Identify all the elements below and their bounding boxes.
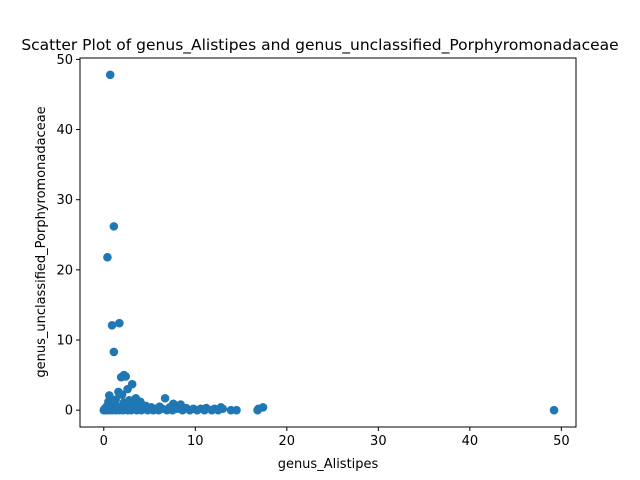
x-tick-label: 20 — [279, 434, 296, 449]
data-point — [115, 318, 124, 328]
data-point — [107, 320, 117, 330]
data-point — [105, 70, 115, 80]
data-point — [109, 222, 119, 231]
data-point — [200, 405, 209, 415]
x-tick-label: 10 — [187, 434, 204, 449]
data-point — [104, 391, 114, 400]
data-point — [123, 384, 132, 394]
data-point — [154, 405, 163, 415]
x-tick-label: 30 — [370, 434, 387, 449]
data-point — [137, 405, 146, 415]
y-axis-label: genus_unclassified_Porphyromonadaceae — [34, 106, 49, 377]
y-tick-label: 20 — [56, 263, 73, 278]
plot-frame — [79, 57, 577, 428]
x-tick-label: 50 — [553, 434, 570, 449]
plot-background — [80, 58, 576, 427]
y-tick-label: 0 — [65, 404, 73, 419]
data-point — [103, 252, 112, 262]
data-point — [168, 405, 177, 415]
data-points — [99, 70, 559, 415]
data-point — [192, 405, 202, 415]
y-tick-label: 30 — [56, 193, 73, 208]
data-point — [109, 347, 119, 357]
x-tick-label: 0 — [100, 434, 108, 449]
data-point — [549, 405, 559, 415]
data-point — [117, 390, 127, 400]
data-point — [116, 372, 126, 382]
x-tick-label: 40 — [462, 434, 479, 449]
y-tick-label: 50 — [56, 53, 73, 68]
data-point — [213, 405, 223, 415]
data-point — [185, 405, 195, 415]
data-point — [207, 405, 217, 415]
data-point — [232, 405, 241, 415]
data-point — [253, 405, 262, 415]
x-axis-ticks: 0 10 20 30 40 50 — [100, 427, 570, 449]
chart-title: Scatter Plot of genus_Alistipes and genu… — [21, 36, 618, 55]
data-point — [160, 393, 170, 403]
data-point — [178, 405, 187, 415]
y-axis-ticks: 0 10 20 30 40 50 — [56, 53, 80, 419]
y-tick-label: 40 — [56, 123, 73, 138]
y-tick-label: 10 — [56, 334, 73, 349]
x-axis-label: genus_Alistipes — [278, 457, 379, 472]
